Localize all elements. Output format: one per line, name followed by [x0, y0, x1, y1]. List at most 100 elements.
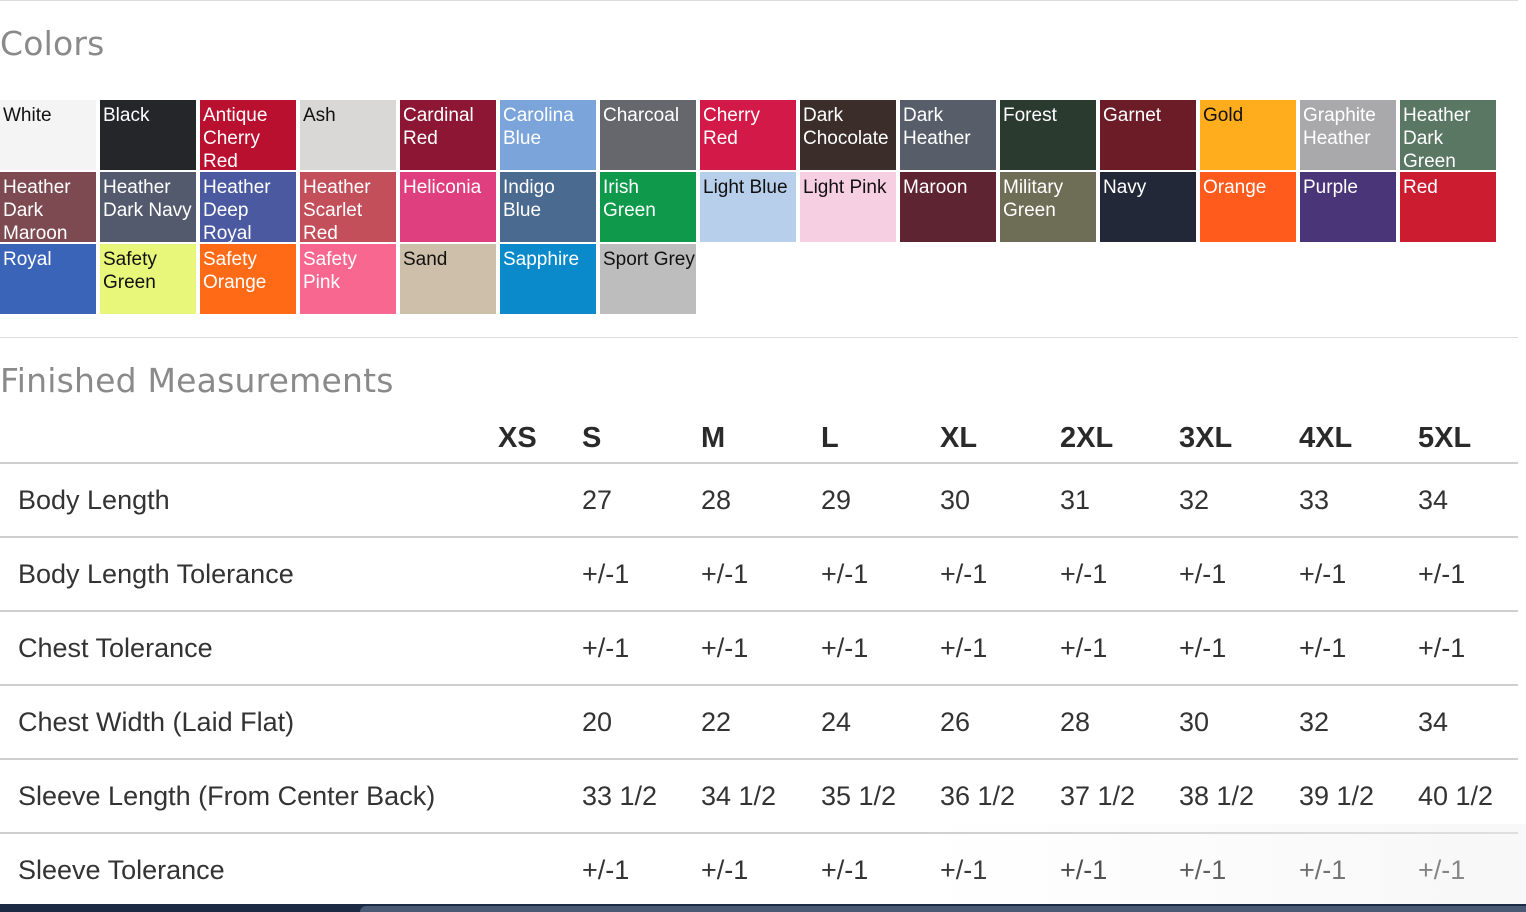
color-swatch-label: Royal: [3, 249, 52, 270]
color-swatch-label: Dark Heather: [903, 105, 971, 149]
table-cell: +/-1: [940, 633, 988, 663]
color-swatch-label: Safety Green: [103, 249, 157, 293]
table-header-divider: [0, 462, 1518, 464]
table-cell: +/-1: [821, 559, 869, 589]
table-cell: 38 1/2: [1179, 781, 1255, 811]
measurements-heading: Finished Measurements: [0, 361, 394, 400]
color-swatch[interactable]: Light Pink: [800, 172, 896, 242]
size-header: 5XL: [1418, 422, 1472, 454]
table-cell: +/-1: [1179, 633, 1227, 663]
color-swatch[interactable]: Graphite Heather: [1300, 100, 1396, 170]
color-swatch[interactable]: White: [0, 100, 96, 170]
color-swatch-label: Charcoal: [603, 105, 680, 126]
table-cell: 33 1/2: [582, 781, 658, 811]
color-swatch[interactable]: Orange: [1200, 172, 1296, 242]
table-cell: 40 1/2: [1418, 781, 1494, 811]
color-swatch[interactable]: Heather Dark Maroon: [0, 172, 96, 242]
color-swatch[interactable]: Gold: [1200, 100, 1296, 170]
table-cell: 29: [821, 485, 852, 515]
color-swatch[interactable]: Heather Deep Royal: [200, 172, 296, 242]
table-cell: +/-1: [1179, 855, 1227, 885]
color-swatch[interactable]: Garnet: [1100, 100, 1196, 170]
color-swatch[interactable]: Safety Pink: [300, 244, 396, 314]
color-swatch[interactable]: Black: [100, 100, 196, 170]
table-row: Chest Tolerance +/-1 +/-1 +/-1 +/-1 +/-1 +/-1 +…: [0, 612, 1518, 686]
color-swatch-label: Black: [103, 105, 150, 126]
color-swatch[interactable]: Antique Cherry Red: [200, 100, 296, 170]
color-swatch[interactable]: Royal: [0, 244, 96, 314]
size-header: XS: [498, 422, 537, 454]
table-cell: 22: [701, 707, 732, 737]
color-swatch[interactable]: Light Blue: [700, 172, 796, 242]
color-swatch[interactable]: Safety Green: [100, 244, 196, 314]
color-swatch[interactable]: Sport Grey: [600, 244, 696, 314]
top-divider: [0, 0, 1518, 1]
table-cell: 32: [1179, 485, 1210, 515]
table-cell: +/-1: [940, 559, 988, 589]
color-swatch-label: Heather Dark Maroon: [3, 177, 71, 242]
table-cell: +/-1: [701, 559, 749, 589]
table-cell: 30: [940, 485, 971, 515]
section-divider: [0, 337, 1518, 338]
color-swatch[interactable]: Sapphire: [500, 244, 596, 314]
color-swatch[interactable]: Charcoal: [600, 100, 696, 170]
color-swatch[interactable]: Navy: [1100, 172, 1196, 242]
color-swatch-label: Sport Grey: [603, 249, 695, 270]
color-swatch-label: Dark Chocolate: [803, 105, 889, 149]
table-cell: +/-1: [821, 855, 869, 885]
color-swatch[interactable]: Ash: [300, 100, 396, 170]
table-cell: 30: [1179, 707, 1210, 737]
color-swatch[interactable]: Purple: [1300, 172, 1396, 242]
table-cell: +/-1: [582, 633, 630, 663]
color-swatch-label: Sapphire: [503, 249, 580, 270]
color-swatch[interactable]: Carolina Blue: [500, 100, 596, 170]
table-cell: 34 1/2: [701, 781, 777, 811]
table-cell: +/-1: [940, 855, 988, 885]
row-label: Sleeve Length (From Center Back): [18, 781, 436, 811]
color-swatch-label: Navy: [1103, 177, 1147, 198]
table-cell: +/-1: [582, 855, 630, 885]
color-swatch[interactable]: Forest: [1000, 100, 1096, 170]
color-swatch-label: Cardinal Red: [403, 105, 474, 149]
size-header: 4XL: [1299, 422, 1353, 454]
row-label: Body Length: [18, 485, 170, 515]
bottom-bar-tab: [360, 906, 1526, 912]
table-cell: 34: [1418, 485, 1449, 515]
table-row: Body Length 27 28 29 30 31 32 33 34: [0, 464, 1518, 538]
color-swatch[interactable]: Cardinal Red: [400, 100, 496, 170]
table-cell: +/-1: [1179, 559, 1227, 589]
table-row: Chest Width (Laid Flat) 20 22 24 26 28 30 32 34: [0, 686, 1518, 760]
color-swatch[interactable]: Cherry Red: [700, 100, 796, 170]
color-swatch[interactable]: Heather Dark Green: [1400, 100, 1496, 170]
color-swatch[interactable]: Sand: [400, 244, 496, 314]
table-row: Sleeve Length (From Center Back) 33 1/2 34…: [0, 760, 1518, 834]
color-swatch-label: Red: [1403, 177, 1438, 198]
table-cell: 37 1/2: [1060, 781, 1136, 811]
color-swatch[interactable]: Safety Orange: [200, 244, 296, 314]
row-label: Chest Tolerance: [18, 633, 213, 663]
row-label: Chest Width (Laid Flat): [18, 707, 295, 737]
color-swatch-label: Indigo Blue: [503, 177, 555, 221]
color-swatch-label: Sand: [403, 249, 448, 270]
color-swatch[interactable]: Indigo Blue: [500, 172, 596, 242]
color-swatch[interactable]: Heather Dark Navy: [100, 172, 196, 242]
table-cell: 28: [701, 485, 732, 515]
color-swatch[interactable]: Maroon: [900, 172, 996, 242]
color-swatch-label: Light Pink: [803, 177, 887, 198]
table-cell: +/-1: [1418, 633, 1466, 663]
color-swatch[interactable]: Military Green: [1000, 172, 1096, 242]
table-cell: +/-1: [582, 559, 630, 589]
color-swatch-label: White: [3, 105, 52, 126]
color-swatch[interactable]: Heliconia: [400, 172, 496, 242]
color-swatch[interactable]: Red: [1400, 172, 1496, 242]
table-cell: 36 1/2: [940, 781, 1016, 811]
table-cell: +/-1: [1299, 559, 1347, 589]
color-swatch[interactable]: Dark Heather: [900, 100, 996, 170]
table-cell: 28: [1060, 707, 1091, 737]
table-cell: 31: [1060, 485, 1091, 515]
color-swatch[interactable]: Irish Green: [600, 172, 696, 242]
color-swatch-label: Ash: [303, 105, 336, 126]
color-swatch[interactable]: Heather Scarlet Red: [300, 172, 396, 242]
color-swatch[interactable]: Dark Chocolate: [800, 100, 896, 170]
table-cell: +/-1: [701, 855, 749, 885]
